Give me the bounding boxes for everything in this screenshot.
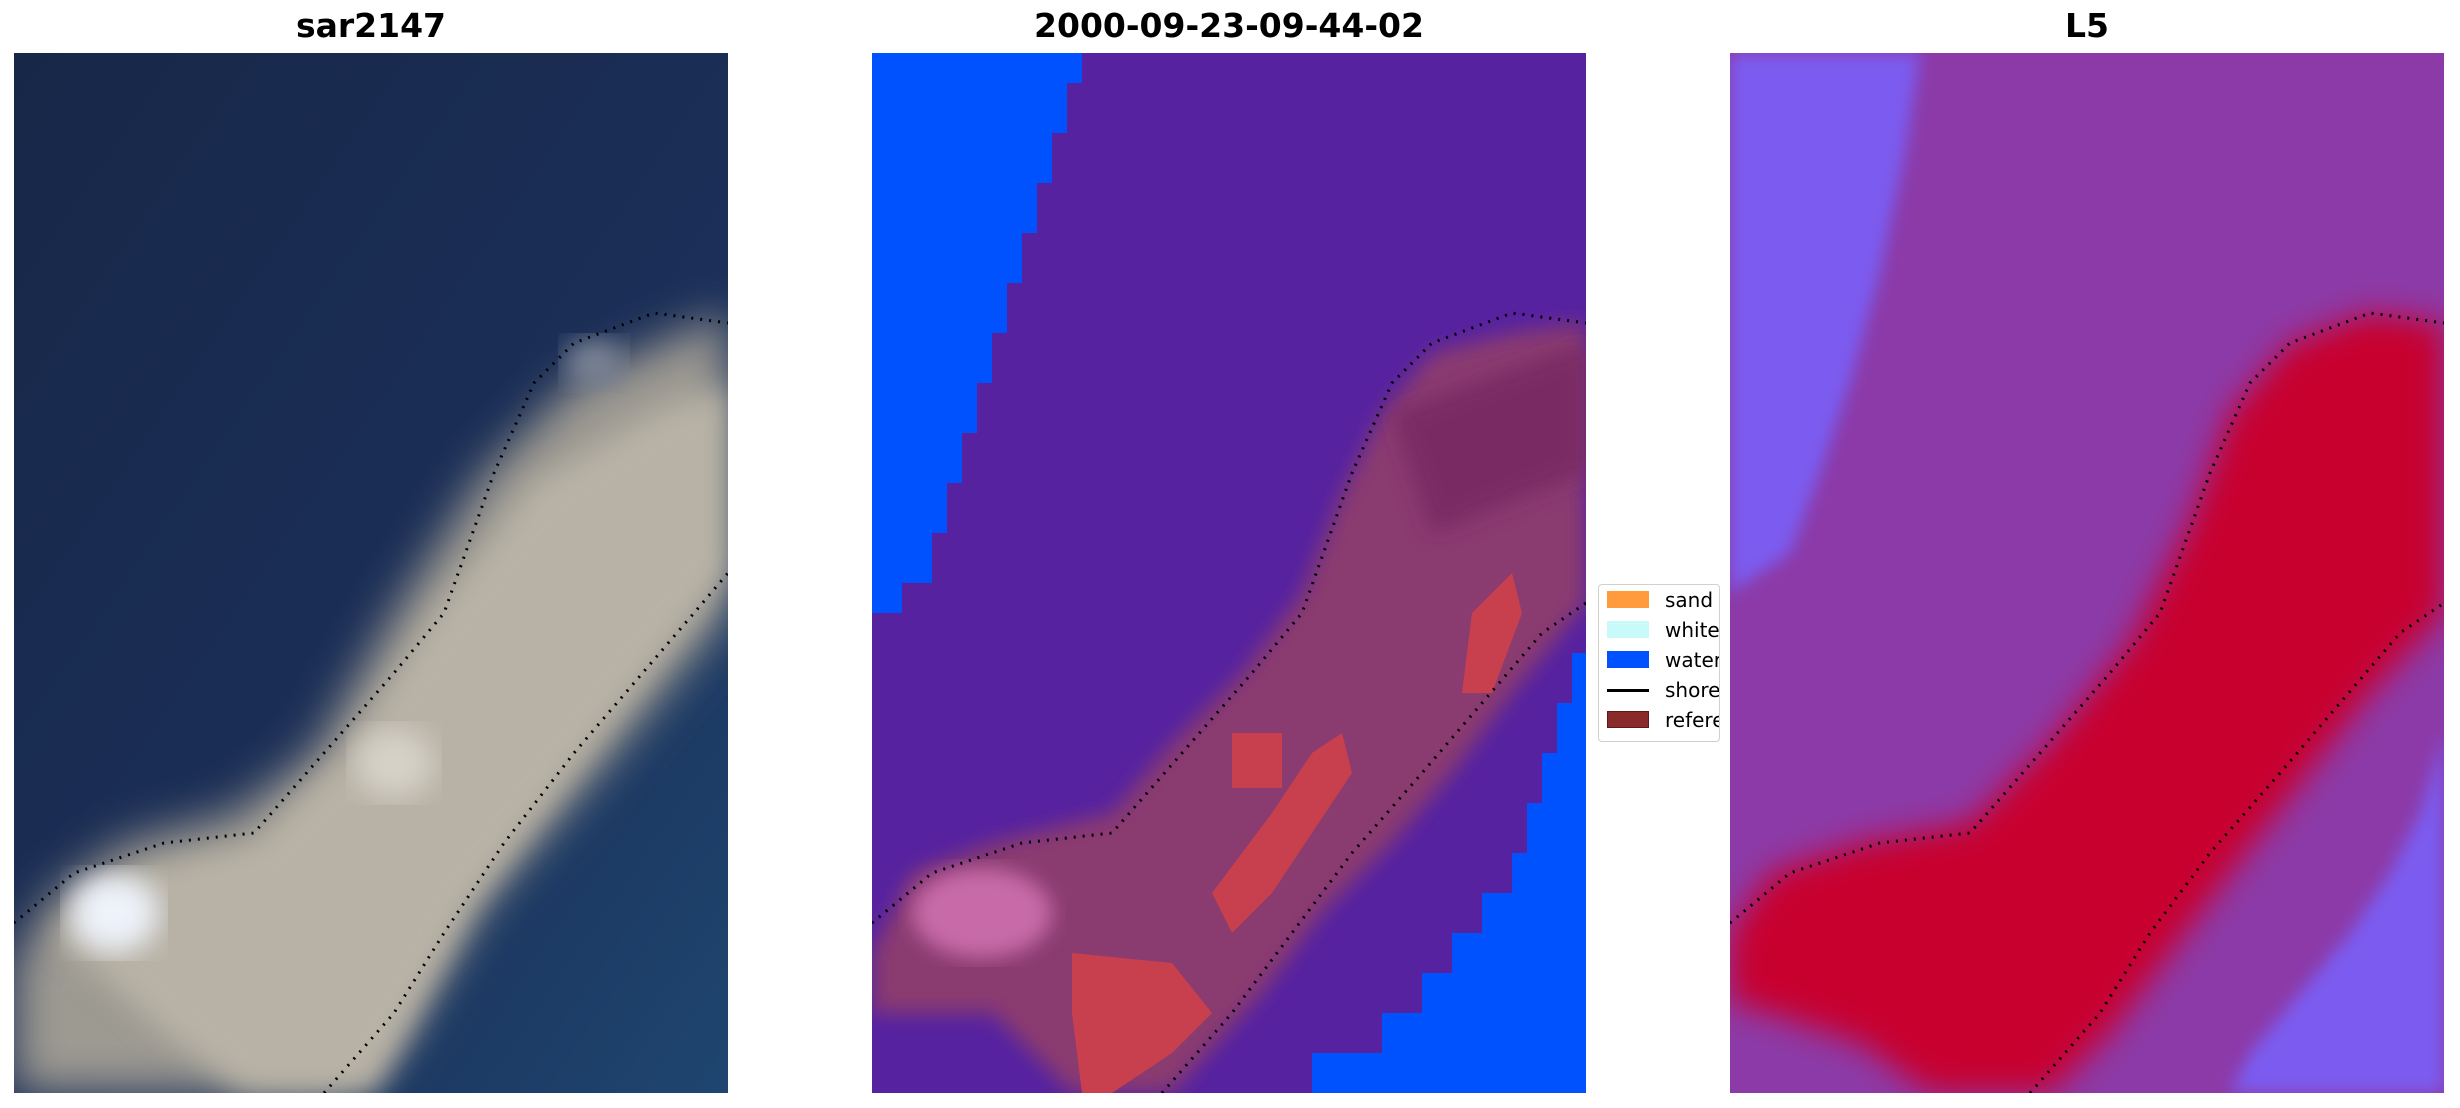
legend-label: reference shoreline — [1665, 708, 1719, 732]
classified-image-panel — [872, 53, 1586, 1093]
probability-image-panel — [1730, 53, 2444, 1093]
panel-title-probability: L5 — [2065, 6, 2109, 45]
legend-label: sand — [1665, 588, 1714, 612]
panel-title-rgb: sar2147 — [295, 6, 447, 45]
panel-title-classified: 2000-09-23-09-44-02 — [1034, 6, 1424, 45]
rgb-image — [14, 53, 728, 1093]
shoreline-line-icon — [1607, 689, 1649, 692]
legend-label: shoreline — [1665, 678, 1720, 702]
water-swatch-icon — [1607, 651, 1649, 668]
legend-item-shoreline: shoreline — [1607, 675, 1719, 702]
sand-swatch-icon — [1607, 591, 1649, 608]
legend-item-reference-shoreline: reference shoreline — [1607, 705, 1719, 732]
legend-label: water — [1665, 648, 1720, 672]
probability-image — [1730, 53, 2444, 1093]
rgb-image-panel — [14, 53, 728, 1093]
legend-item-water: water — [1607, 645, 1719, 672]
classified-image — [872, 53, 1586, 1093]
reference-swatch-icon — [1607, 711, 1649, 728]
whitewater-swatch-icon — [1607, 621, 1649, 638]
legend-item-sand: sand — [1607, 585, 1719, 612]
